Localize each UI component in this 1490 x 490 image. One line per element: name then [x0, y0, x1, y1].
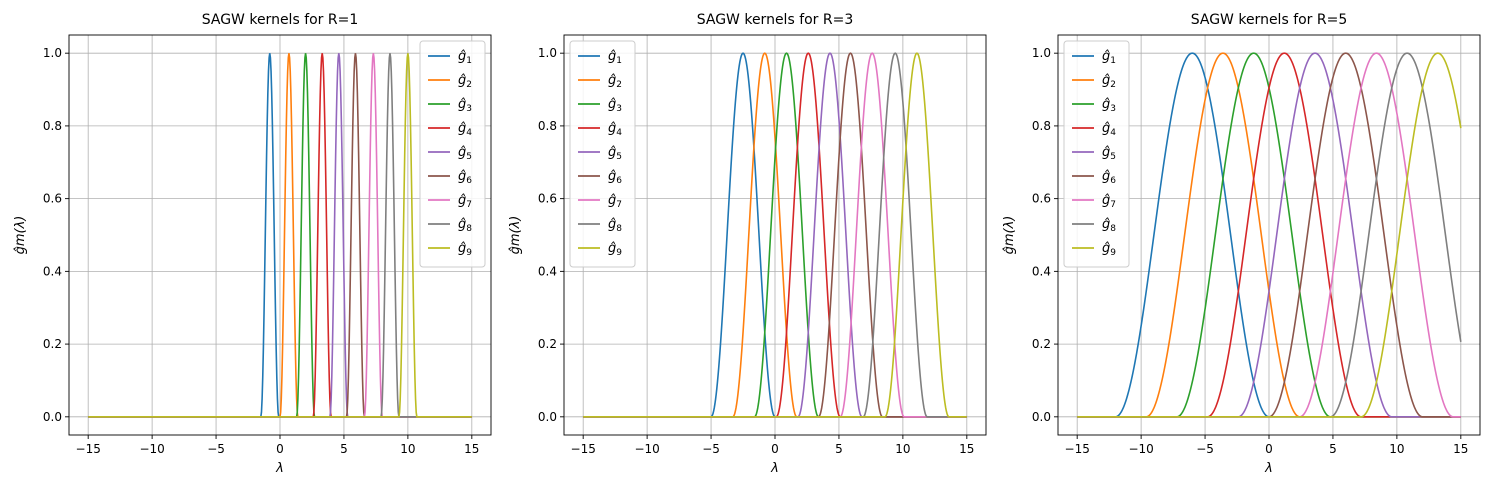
legend-box [1063, 40, 1130, 268]
x-tick-label: 0 [771, 442, 779, 456]
y-tick-label: 1.0 [43, 46, 62, 60]
legend-label-g6: ĝ6 [458, 169, 472, 186]
y-tick-label: 0.0 [1032, 410, 1051, 424]
x-tick-label: 15 [464, 442, 479, 456]
legend-label-g6: ĝ6 [608, 169, 622, 186]
legend: ĝ1 ĝ2 ĝ3 ĝ4 ĝ5 ĝ6 ĝ7 ĝ8 ĝ9 [1063, 40, 1130, 268]
x-tick-label: 15 [959, 442, 974, 456]
y-tick-label: 1.0 [1032, 46, 1051, 60]
x-tick-label: 15 [1453, 442, 1468, 456]
legend-label-g4: ĝ4 [608, 121, 622, 138]
legend-label-g7: ĝ7 [458, 193, 472, 210]
chart-panel-2: −15 −10 −5 0 5 10 15 0.0 0.2 0.4 0.6 0.8 1.0 SAGW ker… [508, 12, 987, 476]
legend-label-g9: ĝ9 [608, 241, 622, 258]
y-tick-label: 1.0 [538, 46, 557, 60]
legend-label-g2: ĝ2 [458, 73, 472, 90]
y-tick-label: 0.8 [538, 119, 557, 133]
legend-label-g1: ĝ1 [608, 49, 622, 66]
x-tick-label: 0 [1265, 442, 1273, 456]
chart-title: SAGW kernels for R=5 [1191, 12, 1348, 28]
x-tick-label: 10 [895, 442, 910, 456]
series-line-g9 [88, 53, 472, 418]
y-tick-label: 0.4 [538, 264, 557, 278]
chart-panel-3: −15 −10 −5 0 5 10 15 0.0 0.2 0.4 0.6 0.8 1.0 SAGW ker… [1002, 12, 1481, 476]
y-tick-label: 0.0 [43, 410, 62, 424]
y-tick-label: 0.6 [538, 192, 557, 206]
legend-label-g7: ĝ7 [1102, 193, 1116, 210]
x-axis-label: λ [275, 461, 284, 476]
legend-box [419, 40, 486, 268]
y-tick-label: 0.6 [43, 192, 62, 206]
x-tick-label: 5 [1329, 442, 1337, 456]
x-tick-label: −5 [1196, 442, 1214, 456]
legend: ĝ1 ĝ2 ĝ3 ĝ4 ĝ5 ĝ6 ĝ7 ĝ8 ĝ9 [419, 40, 486, 268]
legend-label-g5: ĝ5 [1102, 145, 1116, 162]
legend-label-g7: ĝ7 [608, 193, 622, 210]
y-tick-label: 0.2 [43, 337, 62, 351]
x-tick-label: −15 [76, 442, 101, 456]
y-tick-label: 0.4 [43, 264, 62, 278]
legend-label-g3: ĝ3 [458, 97, 472, 114]
legend-label-g3: ĝ3 [608, 97, 622, 114]
legend-box [569, 40, 636, 268]
chart-title: SAGW kernels for R=3 [697, 12, 854, 28]
x-tick-label: 10 [1389, 442, 1404, 456]
x-tick-label: 10 [400, 442, 415, 456]
chart-panel-1: −15 −10 −5 0 5 10 15 0.0 0.2 0.4 0.6 0.8 1.0 SAGW ker… [13, 12, 492, 476]
y-axis-label: ĝm(λ) [13, 216, 28, 255]
legend-label-g8: ĝ8 [1102, 217, 1116, 234]
chart-title: SAGW kernels for R=1 [202, 12, 359, 28]
x-tick-label: −10 [634, 442, 659, 456]
y-tick-label: 0.8 [1032, 119, 1051, 133]
x-tick-label: −5 [702, 442, 720, 456]
legend-label-g9: ĝ9 [1102, 241, 1116, 258]
y-tick-label: 0.2 [1032, 337, 1051, 351]
x-tick-label: −10 [1128, 442, 1153, 456]
legend: ĝ1 ĝ2 ĝ3 ĝ4 ĝ5 ĝ6 ĝ7 ĝ8 ĝ9 [569, 40, 636, 268]
series-line-g9 [583, 52, 967, 418]
y-tick-label: 0.4 [1032, 264, 1051, 278]
x-tick-label: 0 [276, 442, 284, 456]
x-tick-label: 5 [835, 442, 843, 456]
legend-label-g3: ĝ3 [1102, 97, 1116, 114]
legend-label-g5: ĝ5 [458, 145, 472, 162]
legend-label-g1: ĝ1 [458, 49, 472, 66]
y-tick-label: 0.6 [1032, 192, 1051, 206]
x-axis-label: λ [1264, 461, 1273, 476]
legend-label-g8: ĝ8 [608, 217, 622, 234]
legend-label-g2: ĝ2 [608, 73, 622, 90]
y-tick-label: 0.0 [538, 410, 557, 424]
x-tick-label: −5 [207, 442, 225, 456]
x-tick-label: −15 [571, 442, 596, 456]
y-axis-label: ĝm(λ) [1002, 216, 1017, 255]
y-axis-label: ĝm(λ) [508, 216, 523, 255]
legend-label-g4: ĝ4 [458, 121, 472, 138]
x-tick-label: 5 [340, 442, 348, 456]
x-tick-label: −10 [139, 442, 164, 456]
x-axis-label: λ [770, 461, 779, 476]
y-tick-label: 0.8 [43, 119, 62, 133]
legend-label-g6: ĝ6 [1102, 169, 1116, 186]
legend-label-g2: ĝ2 [1102, 73, 1116, 90]
x-tick-label: −15 [1065, 442, 1090, 456]
legend-label-g8: ĝ8 [458, 217, 472, 234]
legend-label-g5: ĝ5 [608, 145, 622, 162]
series-line-g9 [1077, 52, 1462, 418]
legend-label-g4: ĝ4 [1102, 121, 1116, 138]
legend-label-g1: ĝ1 [1102, 49, 1116, 66]
legend-label-g9: ĝ9 [458, 241, 472, 258]
y-tick-label: 0.2 [538, 337, 557, 351]
